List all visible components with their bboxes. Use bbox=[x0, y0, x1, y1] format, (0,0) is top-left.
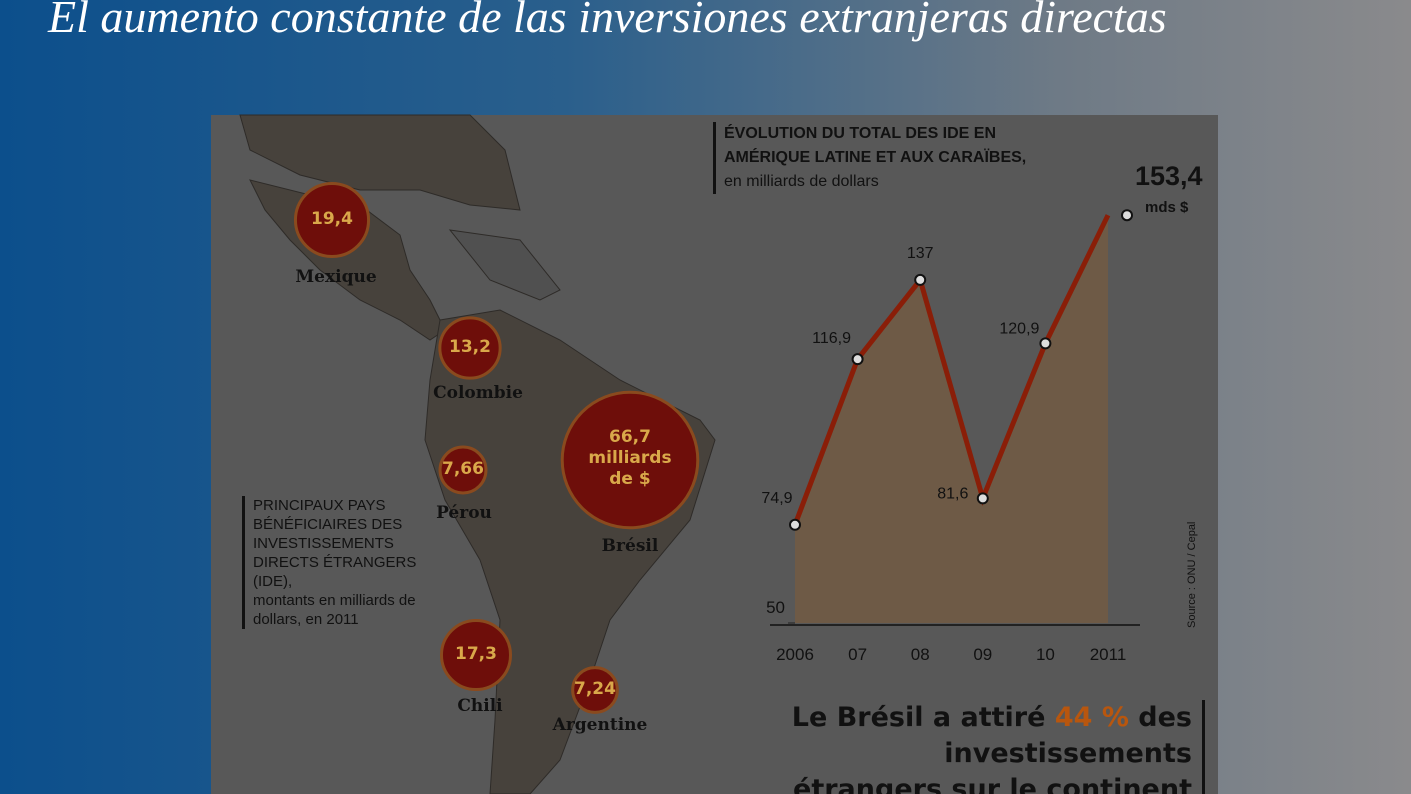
map-heading: PRINCIPAUX PAYS BÉNÉFICIAIRES DES INVEST… bbox=[253, 497, 417, 590]
callout: Le Brésil a attiré 44 % des investisseme… bbox=[790, 700, 1205, 794]
x-tick-label: 2011 bbox=[1090, 645, 1127, 664]
value-label: 74,9 bbox=[761, 490, 792, 507]
bubble-label: 7,24 bbox=[574, 679, 616, 699]
x-tick-label: 08 bbox=[911, 645, 930, 664]
bubble bbox=[439, 618, 513, 692]
y-tick-label: 50 bbox=[766, 598, 785, 617]
bubble bbox=[438, 445, 488, 495]
map-subheading: montants en milliards de dollars, en 201… bbox=[253, 592, 416, 628]
area bbox=[795, 215, 1108, 623]
point bbox=[1039, 337, 1052, 350]
x-tick-label: 10 bbox=[1036, 645, 1055, 664]
north-america bbox=[239, 114, 521, 211]
value-label: 116,9 bbox=[812, 330, 851, 347]
chart-heading: ÉVOLUTION DU TOTAL DES IDE EN AMÉRIQUE L… bbox=[713, 122, 1074, 194]
callout-lead: Le Brésil a attiré bbox=[791, 702, 1046, 733]
point bbox=[1121, 209, 1133, 222]
bubble bbox=[571, 666, 619, 714]
point bbox=[851, 353, 864, 366]
bubble bbox=[293, 181, 371, 259]
x-tick-label: 07 bbox=[848, 645, 867, 664]
country-label: Chili bbox=[457, 696, 503, 716]
value-label: 153,4 bbox=[1135, 161, 1203, 191]
x-tick-label: 09 bbox=[973, 645, 992, 664]
point bbox=[976, 492, 989, 505]
bubble-label: 19,4 bbox=[311, 209, 353, 229]
country-label: Colombie bbox=[433, 383, 523, 403]
bubble-label: 17,3 bbox=[455, 644, 497, 664]
caribbean bbox=[448, 229, 561, 301]
value-label: 120,9 bbox=[999, 320, 1039, 337]
map-legend: PRINCIPAUX PAYS BÉNÉFICIAIRES DES INVEST… bbox=[242, 496, 443, 629]
point bbox=[789, 518, 801, 531]
line bbox=[792, 214, 1111, 526]
chart-title: ÉVOLUTION DU TOTAL DES IDE EN AMÉRIQUE L… bbox=[724, 125, 1027, 166]
bubble-label: 13,2 bbox=[449, 337, 491, 357]
chart-subtitle: en milliards de dollars bbox=[724, 173, 879, 190]
x-tick-label: 2006 bbox=[776, 645, 814, 664]
callout-rest: des investissements étrangers sur le con… bbox=[793, 702, 1192, 794]
point bbox=[914, 273, 927, 286]
country-label: Mexique bbox=[295, 267, 377, 287]
bubble bbox=[438, 316, 502, 380]
bubble-label: 66,7 milliards de $ bbox=[588, 427, 672, 489]
country-label: Pérou bbox=[436, 503, 492, 523]
source: Source : ONU / Cepal bbox=[1186, 522, 1198, 628]
bubble bbox=[560, 390, 700, 530]
value-label: 81,6 bbox=[937, 485, 968, 502]
callout-highlight: 44 % bbox=[1054, 702, 1129, 733]
value-label: 137 bbox=[907, 245, 934, 262]
unit-label: mds $ bbox=[1145, 199, 1189, 216]
bubble-label: 7,66 bbox=[442, 459, 484, 479]
country-label: Brésil bbox=[601, 536, 659, 556]
country-label: Argentine bbox=[552, 715, 648, 735]
slide-title: El aumento constante de las inversiones … bbox=[48, 0, 1167, 42]
